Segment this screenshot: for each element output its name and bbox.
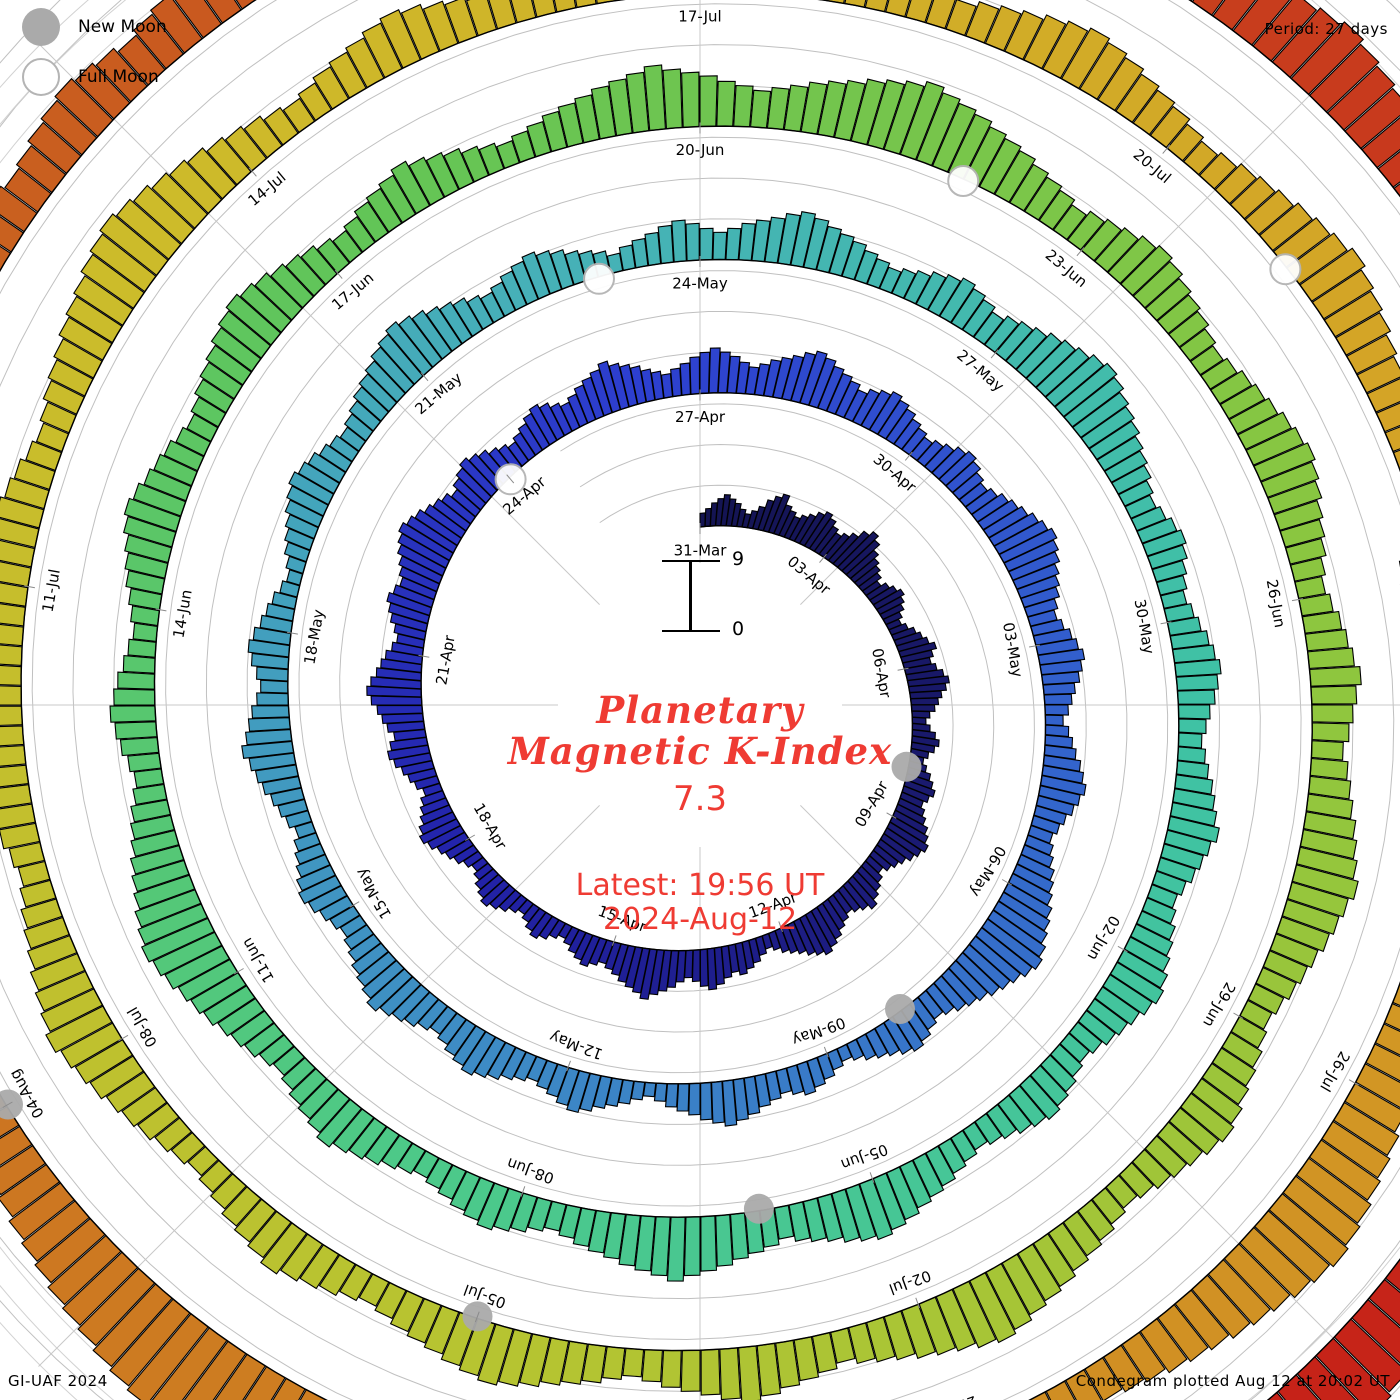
center-caption: Planetary Magnetic K-Index 7.3 Latest: 1… [380, 688, 1020, 938]
date-tick-label: 09-May [789, 1013, 847, 1049]
moon-markers [0, 165, 1302, 1332]
full-moon-icon [22, 58, 60, 96]
legend-full-moon-label: Full Moon [78, 67, 159, 87]
new-moon-icon [22, 8, 60, 46]
footer-plot-time: Condegram plotted Aug 12 at 20:02 UT [1075, 1372, 1390, 1390]
date-tick-label: 26-Jul [1316, 1048, 1353, 1095]
date-tick-label: 26-Jun [1263, 578, 1289, 629]
footer-credit: GI-UAF 2024 [8, 1372, 108, 1390]
center-kp-value: 7.3 [672, 778, 728, 819]
period-label: Period: 27 days [1264, 20, 1388, 38]
center-title-line2: Magnetic K-Index [507, 729, 893, 774]
center-latest-time: Latest: 19:56 UT [575, 867, 825, 903]
date-tick-label: 31-Mar [674, 542, 728, 560]
legend-full-moon: Full Moon [22, 58, 159, 96]
center-title-line1: Planetary [596, 688, 804, 732]
date-tick-label: 08-Jun [504, 1154, 556, 1188]
date-tick-label: 02-Jul [887, 1266, 934, 1298]
date-tick-label: 24-May [672, 275, 728, 293]
date-tick-label: 08-Jul [124, 1004, 161, 1051]
date-tick-label: 05-Jun [838, 1140, 890, 1174]
date-tick-label: 23-Jul [1395, 557, 1400, 603]
date-tick-label: 29-Jul [932, 1392, 979, 1400]
date-tick-label: 11-Jul [39, 568, 64, 614]
date-tick-label: 14-Jun [170, 588, 196, 639]
scale-top-label: 9 [732, 548, 745, 570]
date-tick-label: 14-Jul [245, 168, 290, 210]
date-tick-label: 17-Jul [678, 8, 721, 26]
center-latest-date: 2024-Aug-12 [602, 902, 798, 938]
date-tick-label: 30-May [1131, 598, 1158, 656]
legend-new-moon-label: New Moon [78, 17, 167, 37]
scale-bottom-label: 0 [732, 618, 745, 640]
date-tick-label: 27-Apr [675, 408, 726, 426]
legend-new-moon: New Moon [22, 8, 167, 46]
date-tick-label: 21-Apr [432, 633, 459, 686]
date-tick-label: 20-Jun [676, 141, 725, 159]
date-tick-label: 20-Jul [1130, 145, 1175, 187]
date-tick-label: 03-May [999, 621, 1026, 679]
